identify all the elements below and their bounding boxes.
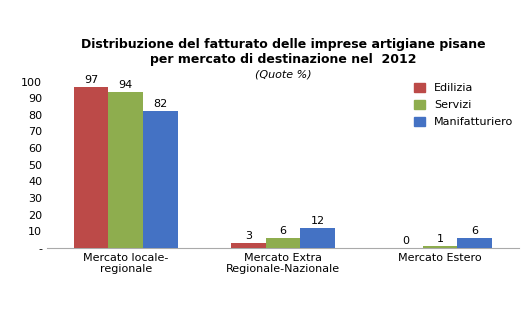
Text: 82: 82: [153, 100, 168, 109]
Text: 6: 6: [279, 226, 287, 236]
Legend: Edilizia, Servizi, Manifatturiero: Edilizia, Servizi, Manifatturiero: [414, 83, 513, 127]
Text: 0: 0: [402, 236, 409, 246]
Bar: [143, 112, 178, 248]
Title: Distribuzione del fatturato delle imprese artigiane pisane
per mercato di destin: Distribuzione del fatturato delle impres…: [81, 38, 485, 66]
Bar: [457, 238, 492, 248]
Text: 12: 12: [311, 216, 324, 226]
Text: 97: 97: [84, 74, 99, 85]
Bar: [266, 238, 300, 248]
Text: 1: 1: [436, 234, 444, 244]
Bar: [423, 246, 457, 248]
Text: 94: 94: [118, 79, 133, 90]
Text: 6: 6: [471, 226, 478, 236]
Bar: [108, 91, 143, 248]
Text: (Quote %): (Quote %): [255, 70, 311, 80]
Bar: [231, 243, 266, 248]
Bar: [74, 86, 108, 248]
Text: 3: 3: [245, 231, 252, 241]
Bar: [300, 228, 335, 248]
